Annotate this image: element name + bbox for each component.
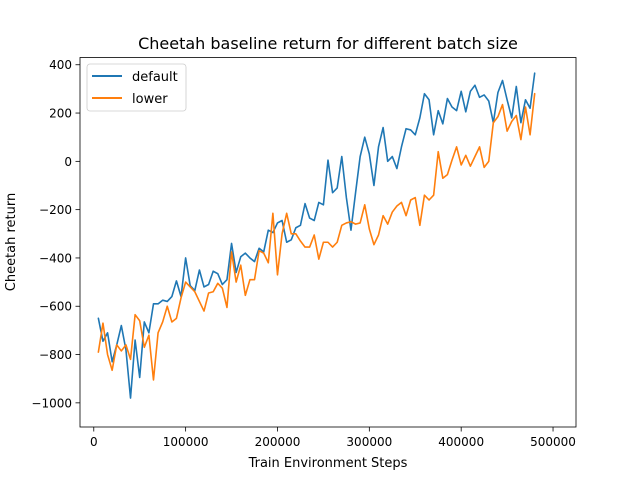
y-axis-ticks: −1000 −800 −600 −400 −200 0 200 400: [31, 58, 80, 410]
series-line-lower: [97, 92, 536, 381]
y-tick-label: 0: [64, 155, 72, 169]
y-tick-label: 400: [49, 58, 72, 72]
y-tick-label: −1000: [31, 396, 72, 410]
legend-label-lower: lower: [132, 92, 168, 107]
plot-frame: [79, 57, 577, 428]
x-tick-label: 300000: [346, 435, 392, 449]
x-tick-label: 200000: [255, 435, 301, 449]
x-tick-label: 400000: [438, 435, 484, 449]
x-tick-label: 500000: [530, 435, 576, 449]
x-axis-label: Train Environment Steps: [248, 456, 408, 471]
series-line-default: [97, 72, 536, 399]
y-tick-label: −800: [39, 348, 72, 362]
x-axis-ticks: 0 100000 200000 300000 400000 500000: [90, 427, 576, 449]
y-tick-label: −400: [39, 251, 72, 265]
chart-title: Cheetah baseline return for different ba…: [138, 34, 518, 53]
y-axis-label: Cheetah return: [4, 193, 19, 292]
y-tick-label: −200: [39, 203, 72, 217]
plot-lines: [97, 72, 536, 399]
legend: default lower: [86, 63, 187, 112]
legend-label-default: default: [132, 70, 178, 85]
x-tick-label: 100000: [163, 435, 209, 449]
y-tick-label: 200: [49, 107, 72, 121]
y-tick-label: −600: [39, 300, 72, 314]
x-tick-label: 0: [90, 435, 98, 449]
